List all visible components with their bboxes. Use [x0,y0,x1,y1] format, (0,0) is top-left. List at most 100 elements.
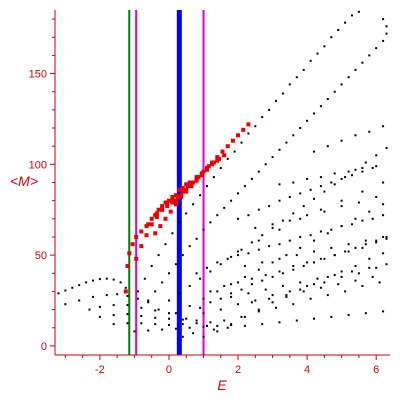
data-point [126,304,129,307]
data-point [333,183,336,186]
data-point [268,205,271,208]
highlight-point [194,175,199,180]
data-point [313,112,315,115]
data-point [185,212,188,215]
data-point [147,299,150,302]
data-point [233,150,236,153]
data-point [347,170,350,173]
data-point [357,201,360,204]
data-point [240,315,243,318]
data-point [237,192,239,195]
data-point [319,286,322,289]
data-point [192,203,195,206]
data-point [268,108,271,111]
data-point [140,322,143,325]
data-point [313,250,315,253]
data-point [371,167,374,169]
data-point [219,167,222,169]
data-point [371,217,374,220]
data-point [319,176,322,179]
data-point [212,328,215,331]
data-point [140,306,143,309]
data-point [313,197,315,200]
data-point [199,194,202,197]
highlight-point [241,127,246,132]
data-point [278,148,281,151]
data-point [368,54,371,57]
data-point [157,308,160,311]
data-point [261,234,264,237]
data-point [375,266,378,269]
x-tick-label: 6 [373,364,379,376]
data-point [261,323,264,326]
data-point [271,156,274,159]
data-point [199,277,202,280]
data-point [385,147,388,149]
data-point [268,297,271,300]
data-point [230,199,233,202]
highlight-point [173,202,178,207]
data-point [316,277,319,280]
data-point [306,119,309,122]
data-point [181,323,184,326]
data-point [278,199,281,202]
data-points [57,10,388,338]
data-point [243,315,246,318]
data-point [319,208,322,211]
data-point [347,76,350,79]
data-point [333,254,336,257]
data-point [309,188,312,191]
data-point [313,150,315,153]
data-point [202,297,205,300]
data-point [354,279,357,282]
y-axis-label: <M> [10,173,38,189]
data-point [243,324,246,327]
data-point [105,294,108,297]
data-point [326,275,329,278]
data-point [278,257,281,260]
data-point [209,290,212,293]
data-point [364,161,367,164]
highlight-point [149,222,154,227]
data-point [347,314,350,317]
data-point [306,261,309,264]
data-point [344,290,347,293]
data-point [292,268,295,271]
data-point [299,217,302,220]
data-point [206,185,208,188]
data-point [112,323,115,326]
data-point [209,321,212,324]
data-point [216,290,219,293]
data-point [154,290,157,293]
data-point [278,228,281,231]
data-point [302,68,305,71]
x-tick-label: 4 [304,364,310,376]
data-point [230,283,233,286]
data-point [382,125,385,128]
data-point [278,321,281,324]
data-point [237,303,239,306]
data-point [178,221,181,224]
highlight-point [123,289,128,294]
data-point [250,301,253,304]
data-point [209,270,212,273]
data-point [243,185,246,188]
data-point [174,327,177,330]
data-point [364,312,367,315]
data-point [206,324,208,327]
highlight-point [156,207,161,212]
data-point [340,199,343,202]
highlight-point [160,207,165,212]
data-point [254,125,257,128]
data-point [202,312,205,315]
data-point [278,243,281,246]
data-point [361,167,364,169]
data-point [278,270,281,273]
data-point [323,45,326,48]
data-point [292,181,295,184]
highlight-point [139,244,144,249]
data-point [257,308,260,311]
data-point [192,332,195,335]
data-point [247,132,250,135]
